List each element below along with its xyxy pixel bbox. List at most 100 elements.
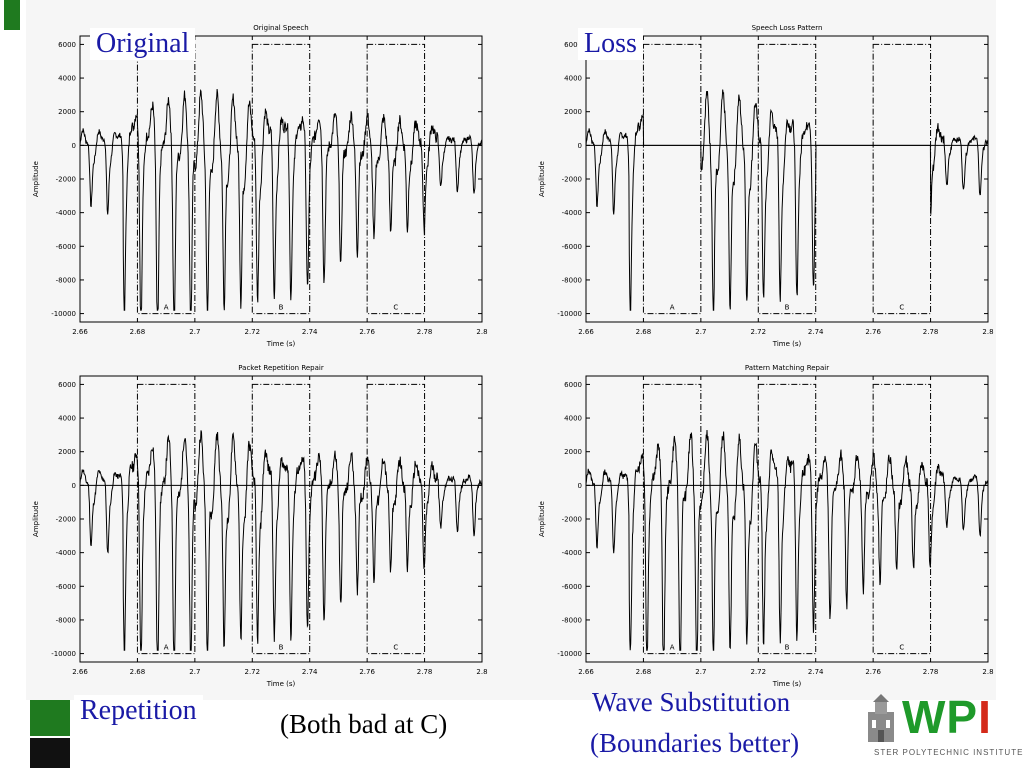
y-tick-label-0-2: 2000 [58,108,76,116]
x-tick-label-1-2: 2.7 [695,328,706,336]
x-tick-label-1-4: 2.74 [808,328,824,336]
plot-title-2: Packet Repetition Repair [238,364,324,372]
region-box-3-0 [642,383,702,655]
x-axis-label-3: Time (s) [772,680,802,688]
plot-title-3: Pattern Matching Repair [745,364,829,372]
y-tick-label-3-0: 6000 [564,381,582,389]
y-axis-label-3: Amplitude [538,501,546,537]
y-tick-label-3-2: 2000 [564,448,582,456]
y-tick-label-2-5: -4000 [56,549,76,557]
y-tick-label-2-3: 0 [72,482,76,490]
region-box-0-2 [366,43,426,315]
plot-frame-0 [79,35,483,323]
region-label-0-2: C [393,304,398,312]
x-axis-label-2: Time (s) [266,680,296,688]
y-tick-label-1-2: 2000 [564,108,582,116]
region-label-1-1: B [785,304,790,312]
caption-wave: Wave Substitution [592,687,791,717]
y-tick-label-2-6: -6000 [56,583,76,591]
y-tick-label-0-0: 6000 [58,41,76,49]
x-tick-label-0-0: 2.66 [72,328,88,336]
region-box-2-0 [136,383,196,655]
plot-title-0: Original Speech [253,24,308,32]
x-tick-label-3-5: 2.76 [865,668,881,676]
region-label-2-0: A [164,644,169,652]
x-tick-label-0-3: 2.72 [244,328,260,336]
region-label-3-0: A [670,644,675,652]
y-tick-label-0-4: -2000 [56,176,76,184]
plot-frame-2 [79,375,483,663]
region-label-0-1: B [279,304,284,312]
plot-frame-3 [585,375,989,663]
x-tick-label-3-0: 2.66 [578,668,594,676]
label-repetition: Repetition [74,695,203,727]
x-axis-label-1: Time (s) [772,340,802,348]
y-tick-label-1-4: -2000 [562,176,582,184]
region-label-1-0: A [670,304,675,312]
y-tick-label-2-7: -8000 [56,616,76,624]
x-tick-label-3-2: 2.7 [695,668,706,676]
x-tick-label-2-6: 2.78 [417,668,433,676]
x-tick-label-1-5: 2.76 [865,328,881,336]
y-tick-label-1-0: 6000 [564,41,582,49]
region-label-2-1: B [279,644,284,652]
y-tick-label-3-4: -2000 [562,516,582,524]
y-tick-label-2-8: -10000 [51,650,76,658]
wpi-logo: WPI STER POLYTECHNIC INSTITUTE [862,690,1022,762]
x-axis-label-0: Time (s) [266,340,296,348]
x-tick-label-0-7: 2.8 [476,328,487,336]
label-original: Original [90,28,196,60]
region-box-2-2 [366,383,426,655]
y-tick-label-0-7: -8000 [56,276,76,284]
y-tick-label-0-5: -4000 [56,209,76,217]
x-tick-label-1-7: 2.8 [982,328,993,336]
x-tick-label-3-4: 2.74 [808,668,824,676]
deco-block-top [4,0,20,30]
charts-svg: Original Speech Time (s) Amplitude 2.66 2.68… [32,24,994,688]
x-tick-label-0-5: 2.76 [359,328,375,336]
y-tick-label-3-1: 4000 [564,415,582,423]
region-label-2-2: C [393,644,398,652]
x-tick-label-0-2: 2.7 [189,328,200,336]
x-tick-label-3-7: 2.8 [982,668,993,676]
region-box-0-0 [136,43,196,315]
caption-note: (Both bad at C) [280,709,448,739]
y-tick-label-3-6: -6000 [562,583,582,591]
y-tick-label-3-7: -8000 [562,616,582,624]
x-tick-label-2-4: 2.74 [302,668,318,676]
y-tick-label-2-4: -2000 [56,516,76,524]
x-tick-label-2-7: 2.8 [476,668,487,676]
y-tick-label-2-2: 2000 [58,448,76,456]
x-tick-label-1-3: 2.72 [750,328,766,336]
x-tick-label-1-0: 2.66 [578,328,594,336]
x-tick-label-3-3: 2.72 [750,668,766,676]
y-tick-label-0-6: -6000 [56,243,76,251]
plot-title-1: Speech Loss Pattern [752,24,823,32]
y-tick-label-0-3: 0 [72,142,76,150]
tower-icon [868,694,894,742]
y-tick-label-0-8: -10000 [51,310,76,318]
region-label-3-2: C [899,644,904,652]
x-tick-label-0-1: 2.68 [130,328,146,336]
x-tick-label-2-5: 2.76 [359,668,375,676]
x-tick-label-2-2: 2.7 [189,668,200,676]
y-axis-label-1: Amplitude [538,161,546,197]
left-decoration [0,0,70,768]
y-tick-label-1-6: -6000 [562,243,582,251]
region-box-3-2 [872,383,932,655]
y-tick-label-1-3: 0 [578,142,582,150]
y-tick-label-3-3: 0 [578,482,582,490]
y-tick-label-1-8: -10000 [557,310,582,318]
x-tick-label-1-1: 2.68 [636,328,652,336]
waveform-series-0 [79,88,483,311]
x-tick-label-3-6: 2.78 [923,668,939,676]
y-tick-label-1-1: 4000 [564,75,582,83]
x-tick-label-1-6: 2.78 [923,328,939,336]
y-tick-label-1-5: -4000 [562,209,582,217]
y-tick-label-2-0: 6000 [58,381,76,389]
logo-text: WPI [902,691,992,743]
y-tick-label-1-7: -8000 [562,276,582,284]
region-label-3-1: B [785,644,790,652]
x-tick-label-0-6: 2.78 [417,328,433,336]
x-tick-label-0-4: 2.74 [302,328,318,336]
